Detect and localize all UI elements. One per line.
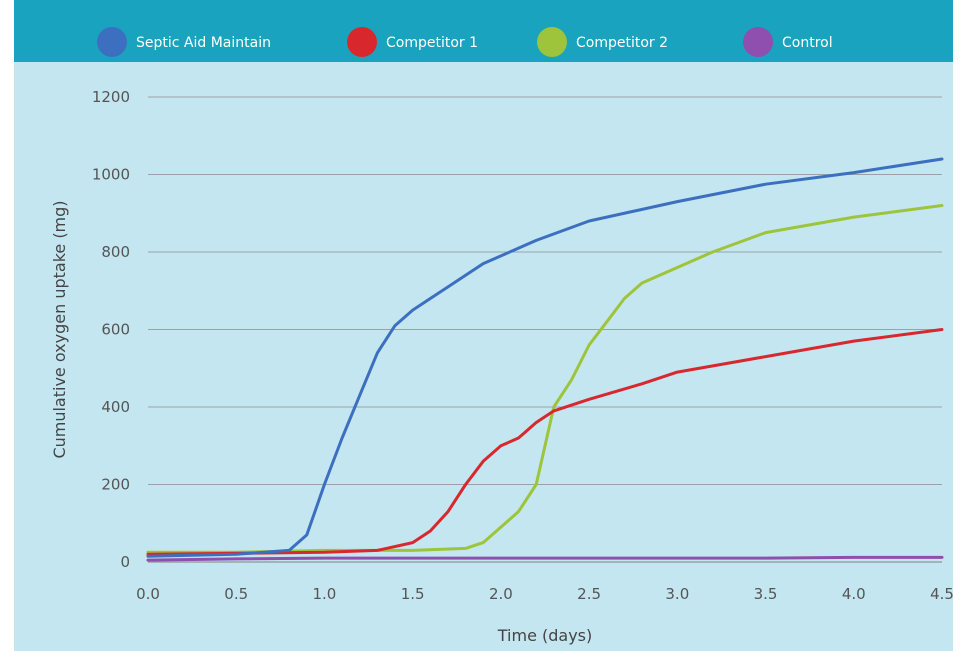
series-line-competitor-1 xyxy=(146,328,944,556)
legend-marker-control xyxy=(743,27,773,57)
y-tick-label: 800 xyxy=(101,243,130,261)
x-tick-label: 1.5 xyxy=(401,585,425,603)
y-tick-label: 0 xyxy=(120,553,130,571)
x-tick-label: 4.0 xyxy=(842,585,866,603)
x-tick-label: 2.5 xyxy=(577,585,601,603)
y-tick-label: 200 xyxy=(101,476,130,494)
legend-marker-competitor-1 xyxy=(347,27,377,57)
series-line-septic-aid-maintain xyxy=(146,157,944,558)
legend-bar xyxy=(14,0,953,62)
x-tick-label: 1.0 xyxy=(313,585,337,603)
y-tick-label: 1000 xyxy=(92,166,130,184)
x-tick-label: 3.5 xyxy=(754,585,778,603)
series-line-control xyxy=(146,555,944,562)
legend-label: Competitor 1 xyxy=(386,35,478,51)
legend-label: Septic Aid Maintain xyxy=(136,35,271,51)
x-axis-title: Time (days) xyxy=(497,626,593,645)
series-line-competitor-2 xyxy=(146,204,944,554)
legend-marker-competitor-2 xyxy=(537,27,567,57)
x-tick-label: 0.0 xyxy=(136,585,160,603)
legend-label: Competitor 2 xyxy=(576,35,668,51)
legend-marker-septic-aid-maintain xyxy=(97,27,127,57)
y-tick-label: 400 xyxy=(101,398,130,416)
legend-label: Control xyxy=(782,35,833,51)
x-tick-label: 4.5 xyxy=(930,585,954,603)
y-axis-title: Cumulative oxygen uptake (mg) xyxy=(50,200,69,458)
x-tick-label: 3.0 xyxy=(665,585,689,603)
x-tick-label: 2.0 xyxy=(489,585,513,603)
x-tick-label: 0.5 xyxy=(224,585,248,603)
y-tick-label: 600 xyxy=(101,321,130,339)
y-tick-label: 1200 xyxy=(92,88,130,106)
